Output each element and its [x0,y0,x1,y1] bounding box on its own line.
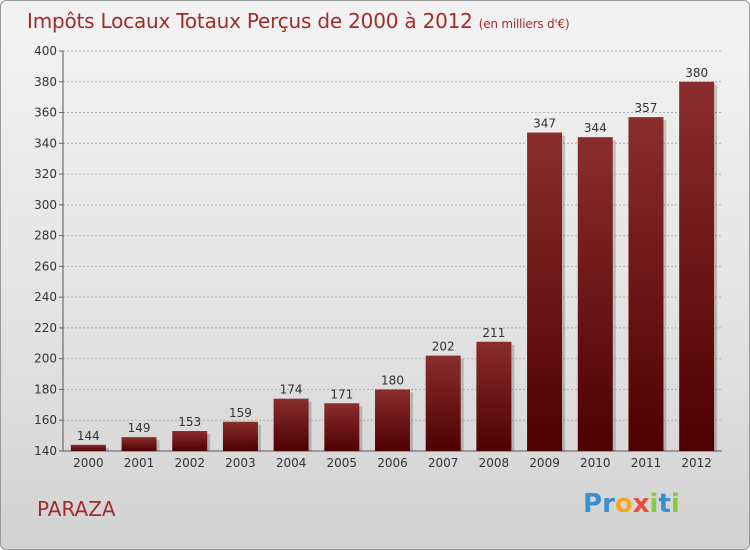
x-tick-label: 2008 [479,456,510,470]
y-tick-label: 400 [34,44,57,58]
bar-2004 [273,398,309,451]
data-label: 380 [685,66,708,80]
bar-2009 [527,132,563,452]
y-tick-label: 320 [34,167,57,181]
data-label: 180 [381,373,404,387]
y-tick-label: 140 [34,444,57,458]
data-label: 357 [635,101,658,115]
data-label: 347 [533,117,556,131]
logo-letter: r [602,489,615,519]
logo-letter: i [670,489,680,519]
y-tick-label: 200 [34,352,57,366]
chart-title-text: Impôts Locaux Totaux Perçus de 2000 à 20… [27,9,473,33]
y-tick-label: 360 [34,106,57,120]
unit-note: (en milliers d'€) [478,17,570,31]
x-tick-label: 2003 [225,456,256,470]
logo-letter: o [614,489,633,519]
y-tick-label: 160 [34,413,57,427]
data-label: 159 [229,406,252,420]
x-tick-label: 2001 [124,456,155,470]
x-tick-label: 2007 [428,456,459,470]
data-label: 344 [584,121,607,135]
x-tick-label: 2011 [631,456,662,470]
bar-2000 [70,444,106,451]
x-tick-label: 2002 [174,456,205,470]
bar-2010 [577,137,613,451]
data-label: 171 [330,387,353,401]
data-label: 211 [482,326,505,340]
x-tick-label: 2009 [529,456,560,470]
y-tick-label: 380 [34,75,57,89]
proxiti-logo: Proxiti [583,489,680,519]
x-tick-label: 2012 [681,456,712,470]
x-tick-label: 2005 [327,456,358,470]
y-tick-label: 280 [34,229,57,243]
x-tick-label: 2010 [580,456,611,470]
y-tick-label: 300 [34,198,57,212]
y-tick-label: 240 [34,290,57,304]
data-label: 144 [77,429,100,443]
bar-2002 [172,431,208,451]
y-tick-label: 180 [34,382,57,396]
y-tick-label: 220 [34,321,57,335]
data-label: 202 [432,340,455,354]
x-tick-label: 2004 [276,456,307,470]
bar-2003 [222,421,258,451]
bar-2012 [679,81,715,452]
chart-title: Impôts Locaux Totaux Perçus de 2000 à 20… [27,9,570,33]
bar-2007 [425,355,461,451]
x-tick-label: 2000 [73,456,104,470]
data-label: 149 [128,421,151,435]
y-tick-label: 340 [34,136,57,150]
bar-2006 [375,389,410,451]
x-tick-label: 2006 [377,456,408,470]
bar-2005 [324,403,360,451]
bar-2011 [628,117,664,452]
logo-letter: i [649,489,659,519]
logo-letter: x [632,489,650,519]
bar-2008 [476,341,512,451]
y-tick-label: 260 [34,259,57,273]
logo-letter: t [658,489,671,519]
data-label: 153 [178,415,201,429]
data-label: 174 [280,383,303,397]
commune-name: PARAZA [37,497,116,521]
logo-letter: P [583,489,603,519]
bar-2001 [121,437,157,451]
